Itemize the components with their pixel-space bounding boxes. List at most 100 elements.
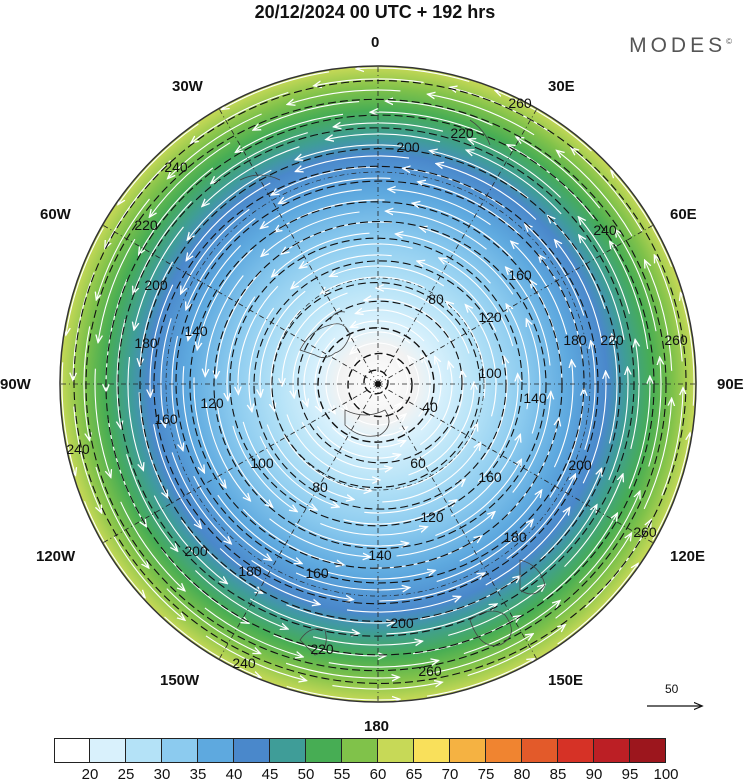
streamline (459, 491, 541, 562)
contour-line (73, 80, 687, 684)
contour-label: 220 (134, 217, 158, 233)
legend-tick-label: 35 (189, 766, 207, 783)
streamline (413, 203, 514, 259)
height-contours (73, 80, 687, 684)
streamline (346, 597, 460, 613)
contour-line (175, 180, 585, 584)
streamline (193, 377, 225, 486)
streamline (227, 296, 256, 400)
streamline (351, 320, 425, 342)
streamline (259, 436, 338, 506)
streamline (630, 341, 639, 450)
contour-label: 180 (503, 529, 527, 545)
streamline (418, 356, 431, 417)
legend-tick-label: 20 (81, 766, 99, 783)
legend-swatch (378, 738, 414, 763)
streamline (171, 452, 230, 543)
streamline (447, 302, 486, 399)
streamline (463, 601, 559, 655)
streamline (296, 144, 404, 159)
contour-line (117, 127, 635, 637)
streamline (652, 434, 690, 541)
legend-tick-label: 65 (405, 766, 423, 783)
meridian-line (102, 383, 379, 544)
contour-line (253, 260, 507, 510)
coastline (239, 119, 546, 656)
contour-label: 260 (418, 663, 442, 679)
streamline (477, 375, 518, 483)
streamline (419, 363, 452, 446)
streamline (261, 189, 362, 228)
streamline (364, 480, 464, 514)
streamline (286, 604, 393, 623)
contour-line (347, 352, 413, 418)
streamline (526, 225, 585, 316)
legend-swatch (414, 738, 450, 763)
lon-label-60w: 60W (40, 206, 71, 223)
contour-label: 120 (478, 309, 502, 325)
contour-label: 100 (478, 365, 502, 381)
streamline (295, 522, 407, 546)
contour-label: 180 (563, 332, 587, 348)
streamline (512, 393, 551, 493)
streamline (469, 139, 561, 198)
streamline (335, 123, 444, 132)
streamline (540, 469, 602, 560)
contour-label: 220 (600, 332, 624, 348)
legend-tick-label: 80 (513, 766, 531, 783)
contour-label: 160 (305, 565, 329, 581)
streamline (326, 571, 435, 580)
streamline (328, 661, 438, 668)
contour-line (213, 220, 547, 550)
meridian-line (377, 224, 654, 385)
streamline (260, 290, 306, 396)
contour-label: 200 (184, 543, 208, 559)
streamline (507, 305, 530, 410)
streamline (519, 506, 596, 590)
streamline (204, 607, 302, 657)
streamline (408, 383, 475, 476)
streamline (555, 534, 631, 619)
streamline (168, 113, 262, 178)
streamline (272, 232, 370, 276)
streamline (387, 101, 493, 126)
streamline (292, 254, 392, 288)
streamline (387, 211, 487, 250)
streamline (467, 151, 562, 215)
streamline (188, 245, 242, 340)
streamline (181, 519, 262, 593)
streamline (466, 306, 497, 417)
meridian-line (377, 383, 654, 544)
streamline (584, 342, 595, 450)
streamline (336, 362, 347, 411)
legend-tick-label: 100 (653, 766, 679, 783)
streamline (73, 406, 101, 512)
streamline (249, 307, 275, 411)
contour-label: 160 (508, 267, 532, 283)
streamline (467, 625, 565, 677)
streamline (608, 368, 628, 481)
streamline (325, 351, 338, 413)
streamline (105, 159, 172, 247)
streamline (332, 682, 441, 690)
streamline (153, 495, 226, 583)
contour-label: 160 (154, 411, 178, 427)
contour-label: 180 (238, 563, 262, 579)
streamline (286, 414, 379, 481)
legend-swatch (234, 738, 270, 763)
streamline (61, 362, 75, 474)
latitude-circle (165, 171, 591, 597)
streamline (120, 501, 184, 590)
streamline (192, 91, 289, 143)
streamline (269, 518, 370, 557)
contour-label: 180 (134, 335, 158, 351)
streamline (153, 424, 201, 527)
streamline (327, 133, 441, 143)
meridian-line (102, 224, 379, 385)
legend-tick-label: 55 (333, 766, 351, 783)
streamline (113, 536, 184, 619)
streamline (396, 512, 495, 557)
streamline (182, 366, 204, 472)
streamline (579, 218, 630, 314)
